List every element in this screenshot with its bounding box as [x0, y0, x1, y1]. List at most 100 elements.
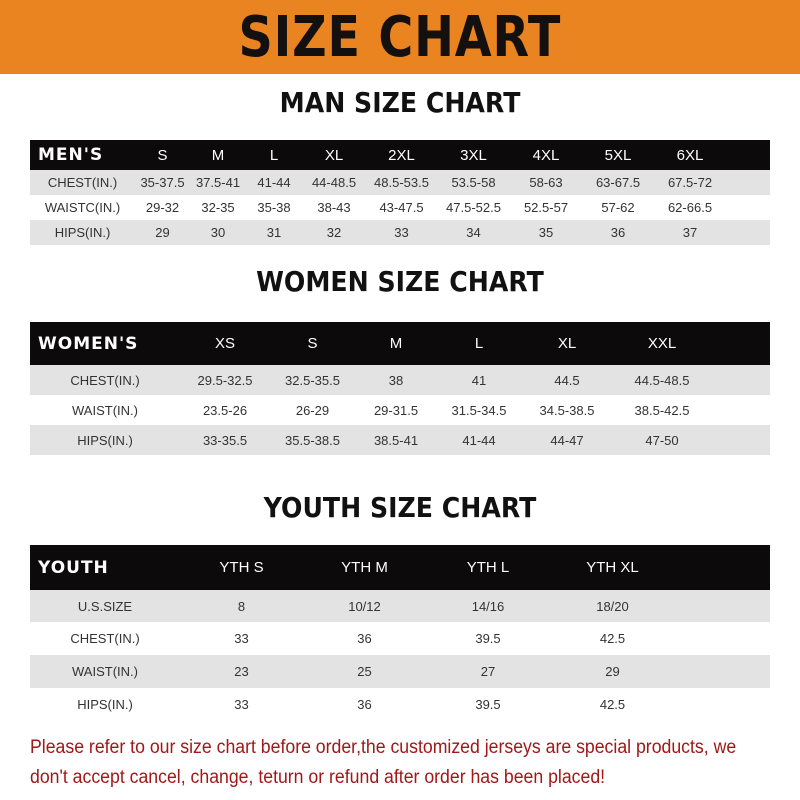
- measurement-cell: 47.5-52.5: [437, 195, 510, 220]
- measurement-cell: 38.5-42.5: [613, 395, 711, 425]
- measurement-cell: 41-44: [246, 170, 302, 195]
- table-corner-label: WOMEN'S: [30, 322, 180, 365]
- men-section-title: MAN SIZE CHART: [279, 86, 521, 119]
- size-header-cell: YTH S: [180, 545, 303, 590]
- youth-section-title: YOUTH SIZE CHART: [263, 491, 537, 524]
- empty-cell: [726, 195, 770, 220]
- measurement-cell: 35.5-38.5: [270, 425, 355, 455]
- size-header-cell: 4XL: [510, 140, 582, 170]
- row-label: CHEST(IN.): [30, 622, 180, 655]
- measurement-cell: 38-43: [302, 195, 366, 220]
- empty-cell: [675, 688, 770, 720]
- measurement-cell: 29-32: [135, 195, 190, 220]
- order-notice: Please refer to our size chart before or…: [30, 737, 737, 788]
- measurement-cell: 37: [654, 220, 726, 245]
- measurement-cell: 35-38: [246, 195, 302, 220]
- measurement-cell: 44-48.5: [302, 170, 366, 195]
- banner: SIZE CHART: [0, 0, 800, 74]
- measurement-cell: 35-37.5: [135, 170, 190, 195]
- empty-cell: [711, 395, 770, 425]
- row-label: WAISTC(IN.): [30, 195, 135, 220]
- measurement-cell: 33-35.5: [180, 425, 270, 455]
- measurement-cell: 33: [180, 688, 303, 720]
- measurement-cell: 30: [190, 220, 246, 245]
- size-header-cell: 6XL: [654, 140, 726, 170]
- row-label: WAIST(IN.): [30, 395, 180, 425]
- measurement-cell: 47-50: [613, 425, 711, 455]
- row-label: CHEST(IN.): [30, 170, 135, 195]
- measurement-cell: 36: [582, 220, 654, 245]
- size-header-cell: XS: [180, 322, 270, 365]
- empty-cell: [726, 170, 770, 195]
- table-row: U.S.SIZE 8 10/12 14/16 18/20: [30, 590, 770, 622]
- measurement-cell: 32.5-35.5: [270, 365, 355, 395]
- empty-cell: [726, 220, 770, 245]
- measurement-cell: 35: [510, 220, 582, 245]
- size-header-cell: L: [246, 140, 302, 170]
- empty-cell: [711, 425, 770, 455]
- measurement-cell: 34: [437, 220, 510, 245]
- measurement-cell: 26-29: [270, 395, 355, 425]
- measurement-cell: 67.5-72: [654, 170, 726, 195]
- measurement-cell: 27: [426, 655, 550, 688]
- measurement-cell: 42.5: [550, 688, 675, 720]
- women-size-table: WOMEN'S XS S M L XL XXL CHEST(IN.) 29.5-32.5 32.5…: [30, 322, 770, 455]
- measurement-cell: 39.5: [426, 688, 550, 720]
- size-header-cell: S: [135, 140, 190, 170]
- size-header-cell: 5XL: [582, 140, 654, 170]
- measurement-cell: 18/20: [550, 590, 675, 622]
- measurement-cell: 29: [135, 220, 190, 245]
- women-section-title: WOMEN SIZE CHART: [256, 265, 544, 298]
- measurement-cell: 43-47.5: [366, 195, 437, 220]
- measurement-cell: 52.5-57: [510, 195, 582, 220]
- table-row: CHEST(IN.) 33 36 39.5 42.5: [30, 622, 770, 655]
- size-header-cell: 2XL: [366, 140, 437, 170]
- table-row: CHEST(IN.) 29.5-32.5 32.5-35.5 38 41 44.5 44.5…: [30, 365, 770, 395]
- table-corner-label: MEN'S: [30, 140, 135, 170]
- header-row: YOUTH YTH S YTH M YTH L YTH XL: [30, 545, 770, 590]
- table-row: WAISTC(IN.) 29-32 32-35 35-38 38-43 43-47.5 47…: [30, 195, 770, 220]
- youth-size-table: YOUTH YTH S YTH M YTH L YTH XL U.S.SIZE 8 10/12…: [30, 545, 770, 720]
- measurement-cell: 36: [303, 622, 426, 655]
- measurement-cell: 42.5: [550, 622, 675, 655]
- men-size-table: MEN'S S M L XL 2XL 3XL 4XL 5XL 6XL CHEST(IN.) 35-37…: [30, 140, 770, 245]
- size-header-cell: L: [437, 322, 521, 365]
- empty-cell: [675, 590, 770, 622]
- table-row: WAIST(IN.) 23 25 27 29: [30, 655, 770, 688]
- measurement-cell: 39.5: [426, 622, 550, 655]
- measurement-cell: 44.5: [521, 365, 613, 395]
- size-header-cell: XXL: [613, 322, 711, 365]
- row-label: WAIST(IN.): [30, 655, 180, 688]
- row-label: HIPS(IN.): [30, 220, 135, 245]
- measurement-cell: 23: [180, 655, 303, 688]
- size-header-cell: YTH L: [426, 545, 550, 590]
- measurement-cell: 63-67.5: [582, 170, 654, 195]
- measurement-cell: 48.5-53.5: [366, 170, 437, 195]
- measurement-cell: 33: [180, 622, 303, 655]
- measurement-cell: 41-44: [437, 425, 521, 455]
- size-header-cell: S: [270, 322, 355, 365]
- measurement-cell: 23.5-26: [180, 395, 270, 425]
- measurement-cell: 14/16: [426, 590, 550, 622]
- empty-cell: [711, 365, 770, 395]
- size-header-cell: M: [355, 322, 437, 365]
- measurement-cell: 36: [303, 688, 426, 720]
- measurement-cell: 8: [180, 590, 303, 622]
- size-header-cell: YTH XL: [550, 545, 675, 590]
- table-row: HIPS(IN.) 33-35.5 35.5-38.5 38.5-41 41-44 44-…: [30, 425, 770, 455]
- measurement-cell: 29.5-32.5: [180, 365, 270, 395]
- header-row: MEN'S S M L XL 2XL 3XL 4XL 5XL 6XL: [30, 140, 770, 170]
- size-header-cell: XL: [521, 322, 613, 365]
- measurement-cell: 31: [246, 220, 302, 245]
- measurement-cell: 33: [366, 220, 437, 245]
- measurement-cell: 41: [437, 365, 521, 395]
- measurement-cell: 37.5-41: [190, 170, 246, 195]
- measurement-cell: 29-31.5: [355, 395, 437, 425]
- measurement-cell: 10/12: [303, 590, 426, 622]
- measurement-cell: 44.5-48.5: [613, 365, 711, 395]
- table-row: WAIST(IN.) 23.5-26 26-29 29-31.5 31.5-34.5 34…: [30, 395, 770, 425]
- banner-title: SIZE CHART: [238, 4, 562, 70]
- measurement-cell: 32: [302, 220, 366, 245]
- row-label: CHEST(IN.): [30, 365, 180, 395]
- table-row: HIPS(IN.) 33 36 39.5 42.5: [30, 688, 770, 720]
